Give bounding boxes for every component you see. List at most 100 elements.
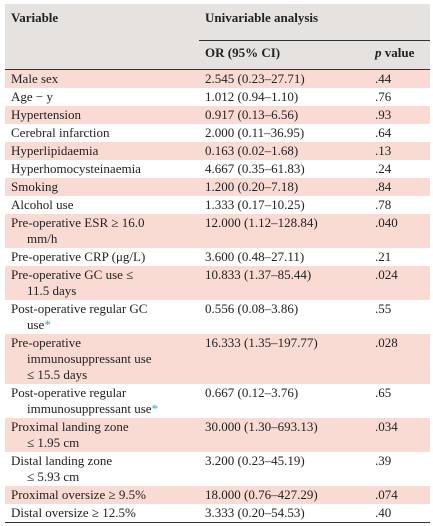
table-row: Proximal oversize ≥ 9.5% 18.000 (0.76–427… <box>5 486 430 504</box>
variable-label: Cerebral infarction <box>11 125 110 140</box>
or-ci-cell: 3.333 (0.20–54.53) <box>199 504 369 523</box>
p-value-cell: .13 <box>369 142 430 160</box>
variable-label-continued: use* <box>11 317 193 333</box>
or-ci-cell: 30.000 (1.30–693.13) <box>199 418 369 452</box>
variable-label-continued: immunosuppressant use* <box>11 401 193 417</box>
p-value-cell: .074 <box>369 486 430 504</box>
or-ci-cell: 12.000 (1.12–128.84) <box>199 214 369 248</box>
variable-cell: Alcohol use <box>5 196 199 214</box>
table-row: Proximal landing zone ≤ 1.95 cm 30.000 (1.… <box>5 418 430 452</box>
table-row: Pre-operative GC use ≤11.5 days 10.833 (1… <box>5 266 430 300</box>
variable-cell: Distal oversize ≥ 12.5% <box>5 504 199 523</box>
variable-label: Proximal oversize ≥ 9.5% <box>11 487 146 502</box>
variable-cell: Proximal oversize ≥ 9.5% <box>5 486 199 504</box>
variable-cell: Cerebral infarction <box>5 124 199 142</box>
variable-label: Hyperhomocysteinaemia <box>11 161 141 176</box>
variable-label: Alcohol use <box>11 197 74 212</box>
or-ci-cell: 18.000 (0.76–427.29) <box>199 486 369 504</box>
table-body: Male sex 2.545 (0.23–27.71) .44 Age − y 1.01… <box>5 69 430 523</box>
table-row: Distal landing zone ≤ 5.93 cm 3.200 (0.23–… <box>5 452 430 486</box>
variable-label-continued-text: mm/h <box>27 231 58 246</box>
variable-label-continued: mm/h <box>11 231 193 247</box>
table-row: Distal oversize ≥ 12.5% 3.333 (0.20–54.53… <box>5 504 430 523</box>
table-row: Post-operative regular GC use* 0.556 (0.08… <box>5 300 430 334</box>
p-value-cell: .55 <box>369 300 430 334</box>
or-ci-cell: 0.163 (0.02–1.68) <box>199 142 369 160</box>
p-value-cell: .034 <box>369 418 430 452</box>
variable-label-continued: immunosuppressant use <box>11 351 193 367</box>
variable-label: Distal oversize ≥ 12.5% <box>11 505 136 520</box>
p-value-cell: .21 <box>369 248 430 266</box>
variable-label-continued-2: ≤ 15.5 days <box>27 367 88 382</box>
p-value-cell: .44 <box>369 69 430 88</box>
or-ci-cell: 10.833 (1.37–85.44) <box>199 266 369 300</box>
variable-label-continued: ≤ 5.93 cm <box>11 469 193 485</box>
p-value-cell: .024 <box>369 266 430 300</box>
variable-cell: Age − y <box>5 88 199 106</box>
variable-cell: Hypertension <box>5 106 199 124</box>
or-ci-cell: 2.545 (0.23–27.71) <box>199 69 369 88</box>
variable-label: Post-operative regular GC <box>11 301 148 316</box>
or-ci-cell: 0.917 (0.13–6.56) <box>199 106 369 124</box>
variable-label: Male sex <box>11 71 59 86</box>
variable-label: Pre-operative GC use ≤ <box>11 267 134 282</box>
variable-label: Pre-operative <box>11 335 82 350</box>
variable-label: Hyperlipidaemia <box>11 143 99 158</box>
variable-cell: Pre-operative ESR ≥ 16.0 mm/h <box>5 214 199 248</box>
variable-label: Age − y <box>11 89 53 104</box>
variable-label-continued-text: immunosuppressant use <box>27 401 152 416</box>
p-value-header: p value <box>369 40 430 70</box>
p-value-cell: .84 <box>369 178 430 196</box>
variable-label-continued: ≤ 1.95 cm <box>11 435 193 451</box>
footnote-asterisk: * <box>44 317 51 332</box>
p-value-cell: .93 <box>369 106 430 124</box>
variable-cell: Pre-operative GC use ≤11.5 days <box>5 266 199 300</box>
variable-label: Post-operative regular <box>11 385 127 400</box>
or-ci-cell: 2.000 (0.11–36.95) <box>199 124 369 142</box>
p-value-cell: .40 <box>369 504 430 523</box>
variable-cell: Male sex <box>5 69 199 88</box>
univariable-analysis-header: Univariable analysis <box>199 4 430 41</box>
or-ci-cell: 0.556 (0.08–3.86) <box>199 300 369 334</box>
variable-header: Variable <box>5 4 199 41</box>
variable-label-continued-text: immunosuppressant use <box>27 351 152 366</box>
or-ci-cell: 3.600 (0.48–27.11) <box>199 248 369 266</box>
or-ci-cell: 4.667 (0.35–61.83) <box>199 160 369 178</box>
p-italic: p <box>375 45 382 60</box>
p-value-cell: .64 <box>369 124 430 142</box>
table-row: Alcohol use 1.333 (0.17–10.25) .78 <box>5 196 430 214</box>
variable-label: Distal landing zone <box>11 453 113 468</box>
variable-label-continued-text: ≤ 5.93 cm <box>27 469 80 484</box>
or-ci-cell: 0.667 (0.12–3.76) <box>199 384 369 418</box>
table-row: Hypertension 0.917 (0.13–6.56) .93 <box>5 106 430 124</box>
p-value-cell: .76 <box>369 88 430 106</box>
footnote-asterisk: * <box>151 401 159 416</box>
variable-header-spacer <box>5 40 199 70</box>
or-ci-cell: 3.200 (0.23–45.19) <box>199 452 369 486</box>
variable-cell: Hyperhomocysteinaemia <box>5 160 199 178</box>
variable-cell: Smoking <box>5 178 199 196</box>
variable-cell: Post-operative regular GC use* <box>5 300 199 334</box>
table-row: Age − y 1.012 (0.94–1.10) .76 <box>5 88 430 106</box>
variable-label-continued: 11.5 days <box>11 283 193 299</box>
p-value-cell: .65 <box>369 384 430 418</box>
table-row: Pre-operative CRP (μg/L) 3.600 (0.48–27.1… <box>5 248 430 266</box>
variable-cell: Pre-operative immunosuppressant use ≤ 15.5… <box>5 334 199 384</box>
or-ci-cell: 1.012 (0.94–1.10) <box>199 88 369 106</box>
or-ci-header: OR (95% CI) <box>199 40 369 70</box>
variable-label: Hypertension <box>11 107 82 122</box>
table-row: Smoking 1.200 (0.20–7.18) .84 <box>5 178 430 196</box>
univariable-analysis-table: Variable Univariable analysis OR (95% CI… <box>5 4 430 523</box>
table-row: Cerebral infarction 2.000 (0.11–36.95) .64 <box>5 124 430 142</box>
p-value-cell: .040 <box>369 214 430 248</box>
p-value-cell: .39 <box>369 452 430 486</box>
variable-cell: Pre-operative CRP (μg/L) <box>5 248 199 266</box>
p-value-cell: .028 <box>369 334 430 384</box>
table-row: Pre-operative immunosuppressant use ≤ 15.5… <box>5 334 430 384</box>
table-row: Hyperhomocysteinaemia 4.667 (0.35–61.83).… <box>5 160 430 178</box>
header-row-top: Variable Univariable analysis <box>5 4 430 41</box>
variable-label: Pre-operative CRP (μg/L) <box>11 249 146 264</box>
or-ci-cell: 1.200 (0.20–7.18) <box>199 178 369 196</box>
variable-cell: Post-operative regular immunosuppressant … <box>5 384 199 418</box>
